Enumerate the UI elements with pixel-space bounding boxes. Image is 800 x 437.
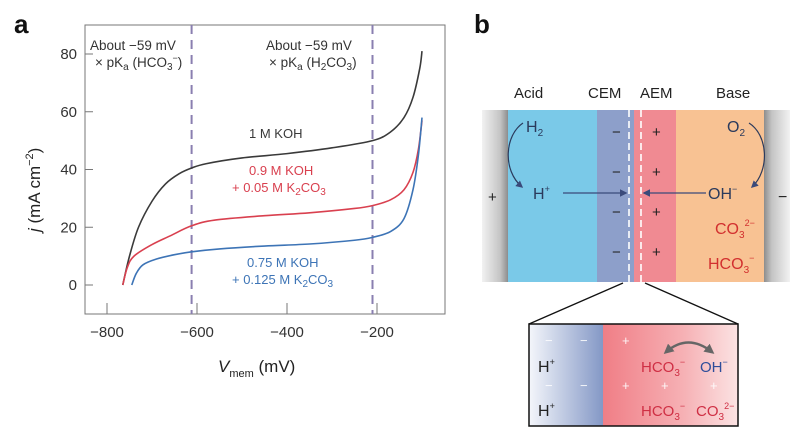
series-label-0.9m-koh: 0.9 M KOH + 0.05 M K2CO3 <box>232 163 326 198</box>
o2-to-hydroxide-arrow <box>748 122 765 188</box>
zoom-line-right <box>644 282 739 325</box>
svg-text:About −59 mV: About −59 mV <box>90 38 176 53</box>
y-axis-label: j (mA cm−2) <box>24 148 44 234</box>
bicarbonate-label: HCO3− <box>708 253 754 276</box>
svg-text:−: − <box>545 378 553 393</box>
series-line <box>121 120 423 286</box>
svg-text:× pKa (H2CO3): × pKa (H2CO3) <box>269 55 357 73</box>
x-axis-label: Vmem (mV) <box>218 357 295 380</box>
cathode-sign: − <box>778 189 787 206</box>
inset-bicarbonate-2: HCO3− <box>641 401 685 423</box>
y-tick-label: 40 <box>60 162 77 179</box>
carbonate-label: CO32− <box>715 218 755 241</box>
vline-annotation-2: About −59 mV × pKa (H2CO3) <box>266 38 357 73</box>
inset-aem-marks: + + + + <box>622 333 718 393</box>
series-line <box>121 51 423 286</box>
hydroxide-label: OH− <box>708 184 737 203</box>
reference-lines <box>190 25 374 314</box>
series-label-0.75m-koh: 0.75 M KOH + 0.125 M K2CO3 <box>232 255 334 290</box>
inset-cem-marks: − − − − <box>545 333 588 393</box>
y-tick-label: 60 <box>60 104 77 121</box>
svg-text:About −59 mV: About −59 mV <box>266 38 352 53</box>
inset-carbonate: CO32− <box>696 401 734 423</box>
y-axis: 0 20 40 60 80 <box>60 46 93 294</box>
svg-text:+: + <box>652 124 661 141</box>
base-region <box>676 110 764 282</box>
inset-cem-region <box>529 324 603 426</box>
x-tick-label: −600 <box>180 324 214 341</box>
aem-fixed-charges: + + + + <box>652 124 661 261</box>
y-tick-label: 20 <box>60 219 77 236</box>
panel-letter-b: b <box>474 9 490 39</box>
svg-text:+: + <box>661 378 669 393</box>
anode-sign: + <box>488 189 497 206</box>
interface-inset: − − − − + + + + H+ H+ HCO3− OH− <box>528 323 739 427</box>
header-aem: AEM <box>640 85 673 102</box>
inset-hplus-1: H+ <box>538 357 555 376</box>
x-axis: −800 −600 −400 −200 <box>90 303 394 341</box>
panel-b: b Acid CEM AEM Base + − − − − − + + + + <box>474 9 790 427</box>
x-tick-label: −400 <box>270 324 304 341</box>
series-label-1m-koh: 1 M KOH <box>249 126 302 141</box>
svg-text:−: − <box>580 378 588 393</box>
anode-electrode <box>482 110 508 282</box>
svg-text:−: − <box>612 164 621 181</box>
h2-label: H2 <box>526 119 544 139</box>
hplus-label: H+ <box>533 184 550 203</box>
vline-annotation-1: About −59 mV × pKa (HCO3−) <box>90 38 182 73</box>
svg-text:+: + <box>652 244 661 261</box>
svg-text:+: + <box>622 378 630 393</box>
inset-hplus-2: H+ <box>538 401 555 420</box>
cem-region <box>597 110 634 282</box>
svg-text:−: − <box>612 204 621 221</box>
header-base: Base <box>716 85 750 102</box>
svg-text:+ 0.125 M K2CO3: + 0.125 M K2CO3 <box>232 272 334 290</box>
header-cem: CEM <box>588 85 621 102</box>
x-tick-label: −200 <box>360 324 394 341</box>
svg-text:+ 0.05 M K2CO3: + 0.05 M K2CO3 <box>232 180 326 198</box>
y-tick-label: 80 <box>60 46 77 63</box>
svg-text:−: − <box>545 333 553 348</box>
panel-letter-a: a <box>14 9 29 39</box>
data-series <box>121 51 423 286</box>
series-line <box>131 117 423 286</box>
o2-label: O2 <box>727 119 745 139</box>
svg-text:−: − <box>580 333 588 348</box>
svg-text:× pKa (HCO3−): × pKa (HCO3−) <box>95 53 182 73</box>
svg-text:+: + <box>622 333 630 348</box>
svg-text:+: + <box>652 164 661 181</box>
svg-text:+: + <box>652 204 661 221</box>
acid-region <box>508 110 597 282</box>
exchange-arrow <box>663 341 715 354</box>
cathode-electrode <box>764 110 790 282</box>
cem-fixed-charges: − − − − <box>612 124 621 261</box>
x-tick-label: −800 <box>90 324 124 341</box>
inset-aem-region <box>603 324 738 426</box>
chart-plot-area: 0 20 40 60 80 −800 −600 −400 −200 <box>60 24 446 341</box>
svg-text:0.9 M KOH: 0.9 M KOH <box>249 163 313 178</box>
zoom-line-left <box>528 282 624 325</box>
inset-frame <box>528 323 739 427</box>
inset-bicarbonate-1: HCO3− <box>641 357 685 379</box>
svg-text:0.75 M KOH: 0.75 M KOH <box>247 255 319 270</box>
h2-to-hplus-arrow <box>507 122 524 188</box>
header-acid: Acid <box>514 85 543 102</box>
svg-text:+: + <box>710 378 718 393</box>
panel-a: a 0 20 40 60 80 −800 −600 −400 −200 About −59 m… <box>14 9 446 380</box>
svg-text:−: − <box>612 124 621 141</box>
inset-hydroxide: OH− <box>700 357 728 376</box>
svg-text:−: − <box>612 244 621 261</box>
y-tick-label: 0 <box>69 277 77 294</box>
